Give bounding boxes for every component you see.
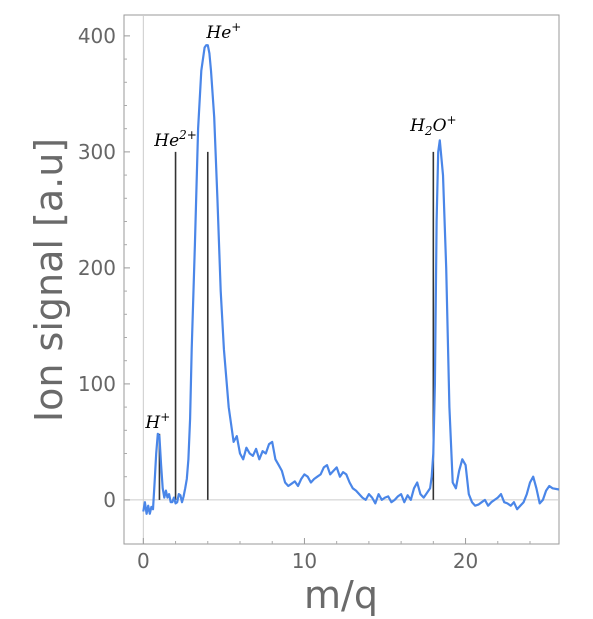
y-tick-label-3: 300: [78, 140, 116, 164]
plot-frame: [123, 14, 560, 545]
y-tick-label-0: 0: [103, 488, 116, 512]
peak-label-1: He2+: [153, 128, 197, 151]
x-tick-label-0: 0: [137, 549, 150, 573]
y-tick-label-2: 200: [78, 256, 116, 280]
x-axis-title: m/q: [304, 573, 378, 617]
series-line-0: [142, 44, 560, 515]
reference-lines: [158, 151, 435, 500]
series-layer: [142, 44, 560, 515]
y-tick-label-1: 100: [78, 372, 116, 396]
x-tick-label-2: 20: [453, 549, 478, 573]
zero-lines: [124, 15, 559, 544]
peak-annotations: H+ He2+ He+ H2O+: [144, 20, 456, 433]
x-tick-label-1: 10: [292, 549, 317, 573]
y-ticks: 0 100 200 300 400: [78, 24, 130, 512]
x-ticks: 0 10 20: [137, 538, 531, 573]
peak-label-0: H+: [144, 410, 170, 433]
peak-label-2: He+: [205, 20, 241, 43]
y-tick-label-4: 400: [78, 24, 116, 48]
y-axis-title: Ion signal [a.u]: [27, 138, 71, 422]
peak-label-3: H2O+: [409, 113, 456, 138]
